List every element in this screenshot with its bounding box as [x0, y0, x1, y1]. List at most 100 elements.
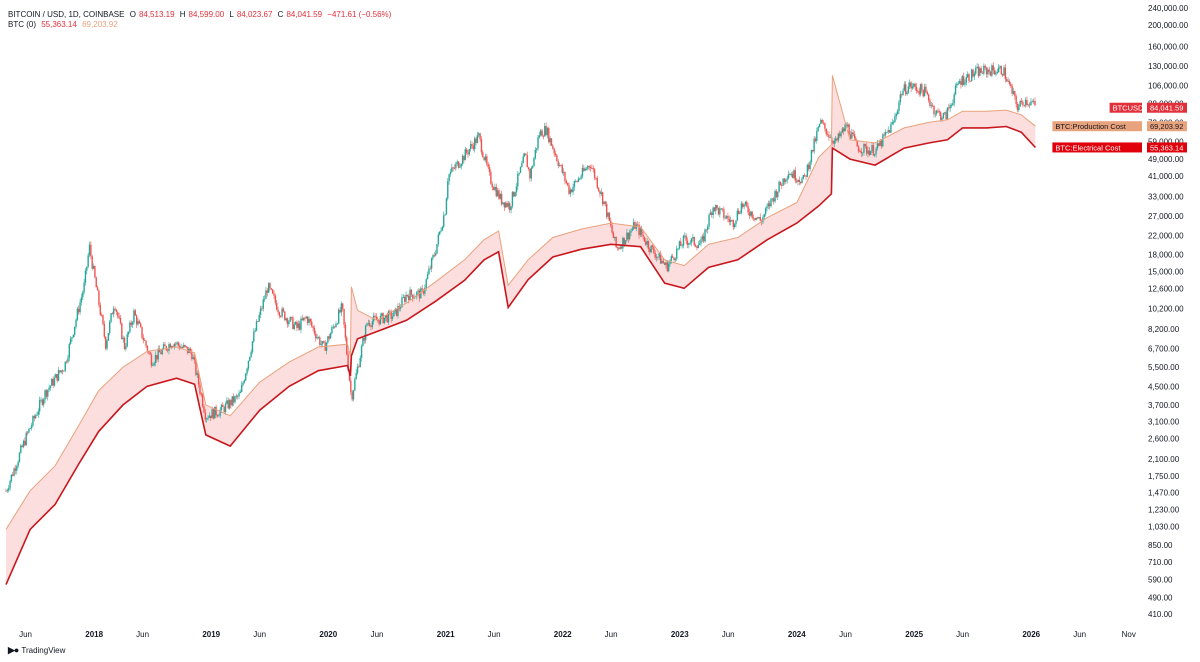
candle-body [577, 178, 580, 182]
candle-body [469, 144, 472, 150]
candle-body [67, 357, 69, 363]
candle-body [99, 304, 101, 315]
candle-body [639, 228, 642, 236]
candle-body [161, 349, 163, 355]
candle-body [98, 290, 100, 305]
candle-body [412, 294, 414, 299]
candle-body [576, 180, 578, 182]
candle-body [899, 94, 902, 103]
low-value: 84,023.67 [236, 10, 273, 19]
candle-body [393, 311, 395, 317]
candle-body [239, 391, 242, 394]
candle-body [447, 181, 449, 199]
candle-body [568, 185, 570, 194]
candle-body [713, 207, 716, 212]
y-tick-label: 27,000.00 [1148, 212, 1184, 221]
candle-body [773, 198, 775, 202]
candle-body [791, 174, 794, 178]
candle-body [616, 247, 619, 249]
candle-body [18, 452, 21, 462]
candle-body [375, 316, 378, 320]
candle-body [890, 124, 892, 133]
candle-body [1031, 101, 1034, 103]
symbol-title[interactable]: BITCOIN / USD, 1D, COINBASE [8, 10, 125, 19]
candle-body [255, 321, 258, 331]
candle-body [993, 70, 996, 75]
candle-body [79, 302, 81, 313]
candle-body [642, 234, 644, 237]
y-axis[interactable]: 410.00 490.00 590.00 710.00 850.00 1,030.00 1,… [1148, 4, 1189, 619]
x-tick-label: 2026 [1022, 630, 1040, 639]
candle-body [300, 318, 302, 330]
candle-body [546, 128, 549, 135]
candle-body [540, 130, 542, 136]
candle-body [887, 129, 889, 133]
indicator-name[interactable]: BTC (0) [8, 20, 36, 29]
candle-body [455, 163, 457, 169]
candle-body [232, 396, 235, 403]
candle-body [44, 390, 46, 400]
candle-body [119, 317, 122, 324]
candle-body [197, 373, 200, 385]
candle-body [603, 201, 605, 205]
candle-body [708, 214, 710, 227]
candle-body [929, 100, 931, 106]
candle-body [829, 137, 831, 139]
series-value-tag [1147, 102, 1187, 113]
x-axis[interactable]: Jun 2018 Jun 2019 Jun 2020 Jun 2021 Jun 2022 Jun 20… [19, 630, 1136, 639]
candle-body [490, 171, 492, 184]
candle-body [224, 403, 227, 413]
candle-body [965, 77, 968, 83]
candle-body [755, 217, 757, 220]
candle-body [278, 312, 281, 317]
candle-body [1023, 104, 1025, 106]
candle-body [972, 69, 974, 77]
candle-body [584, 168, 586, 171]
candle-body [558, 164, 561, 166]
candle-body [853, 133, 856, 139]
candle-body [459, 166, 461, 168]
tradingview-logo-icon: ▶● [8, 645, 19, 655]
candle-body [661, 260, 663, 264]
candle-body [290, 317, 293, 318]
candle-body [910, 82, 912, 89]
candle-body [436, 244, 438, 254]
candle-body [682, 235, 685, 246]
candle-body [430, 258, 433, 269]
candle-body [688, 243, 690, 245]
candle-body [991, 65, 993, 76]
candle-body [825, 128, 827, 135]
y-tick-label: 1,470.00 [1148, 489, 1180, 498]
candle-body [984, 65, 986, 68]
candle-body [451, 167, 453, 172]
candle-body [352, 390, 355, 400]
candle-body [106, 340, 108, 349]
tradingview-brand[interactable]: ▶● TradingView [8, 645, 65, 656]
candle-body [386, 315, 388, 323]
candle-body [84, 270, 87, 283]
candle-body [495, 186, 497, 197]
y-tick-label: 41,000.00 [1148, 172, 1184, 181]
candle-body [366, 323, 368, 326]
candle-body [241, 384, 243, 392]
y-tick-label: 240,000.00 [1148, 4, 1189, 13]
candle-body [429, 268, 431, 270]
candle-body [1022, 101, 1024, 105]
candle-body [479, 133, 481, 140]
y-tick-label: 8,200.00 [1148, 325, 1180, 334]
candle-body [242, 382, 244, 385]
candle-body [453, 167, 456, 169]
candle-body [265, 290, 267, 299]
candle-body [843, 128, 845, 132]
candle-body [876, 143, 879, 149]
candle-body [107, 333, 110, 341]
candle-body [184, 345, 186, 347]
y-tick-label: 15,000.00 [1148, 268, 1184, 277]
candle-body [1001, 74, 1004, 76]
candle-body [172, 346, 174, 347]
electrical-cost-line [5, 125, 1036, 585]
candle-body [529, 169, 531, 179]
candle-body [519, 167, 522, 173]
candle-body [746, 201, 748, 207]
